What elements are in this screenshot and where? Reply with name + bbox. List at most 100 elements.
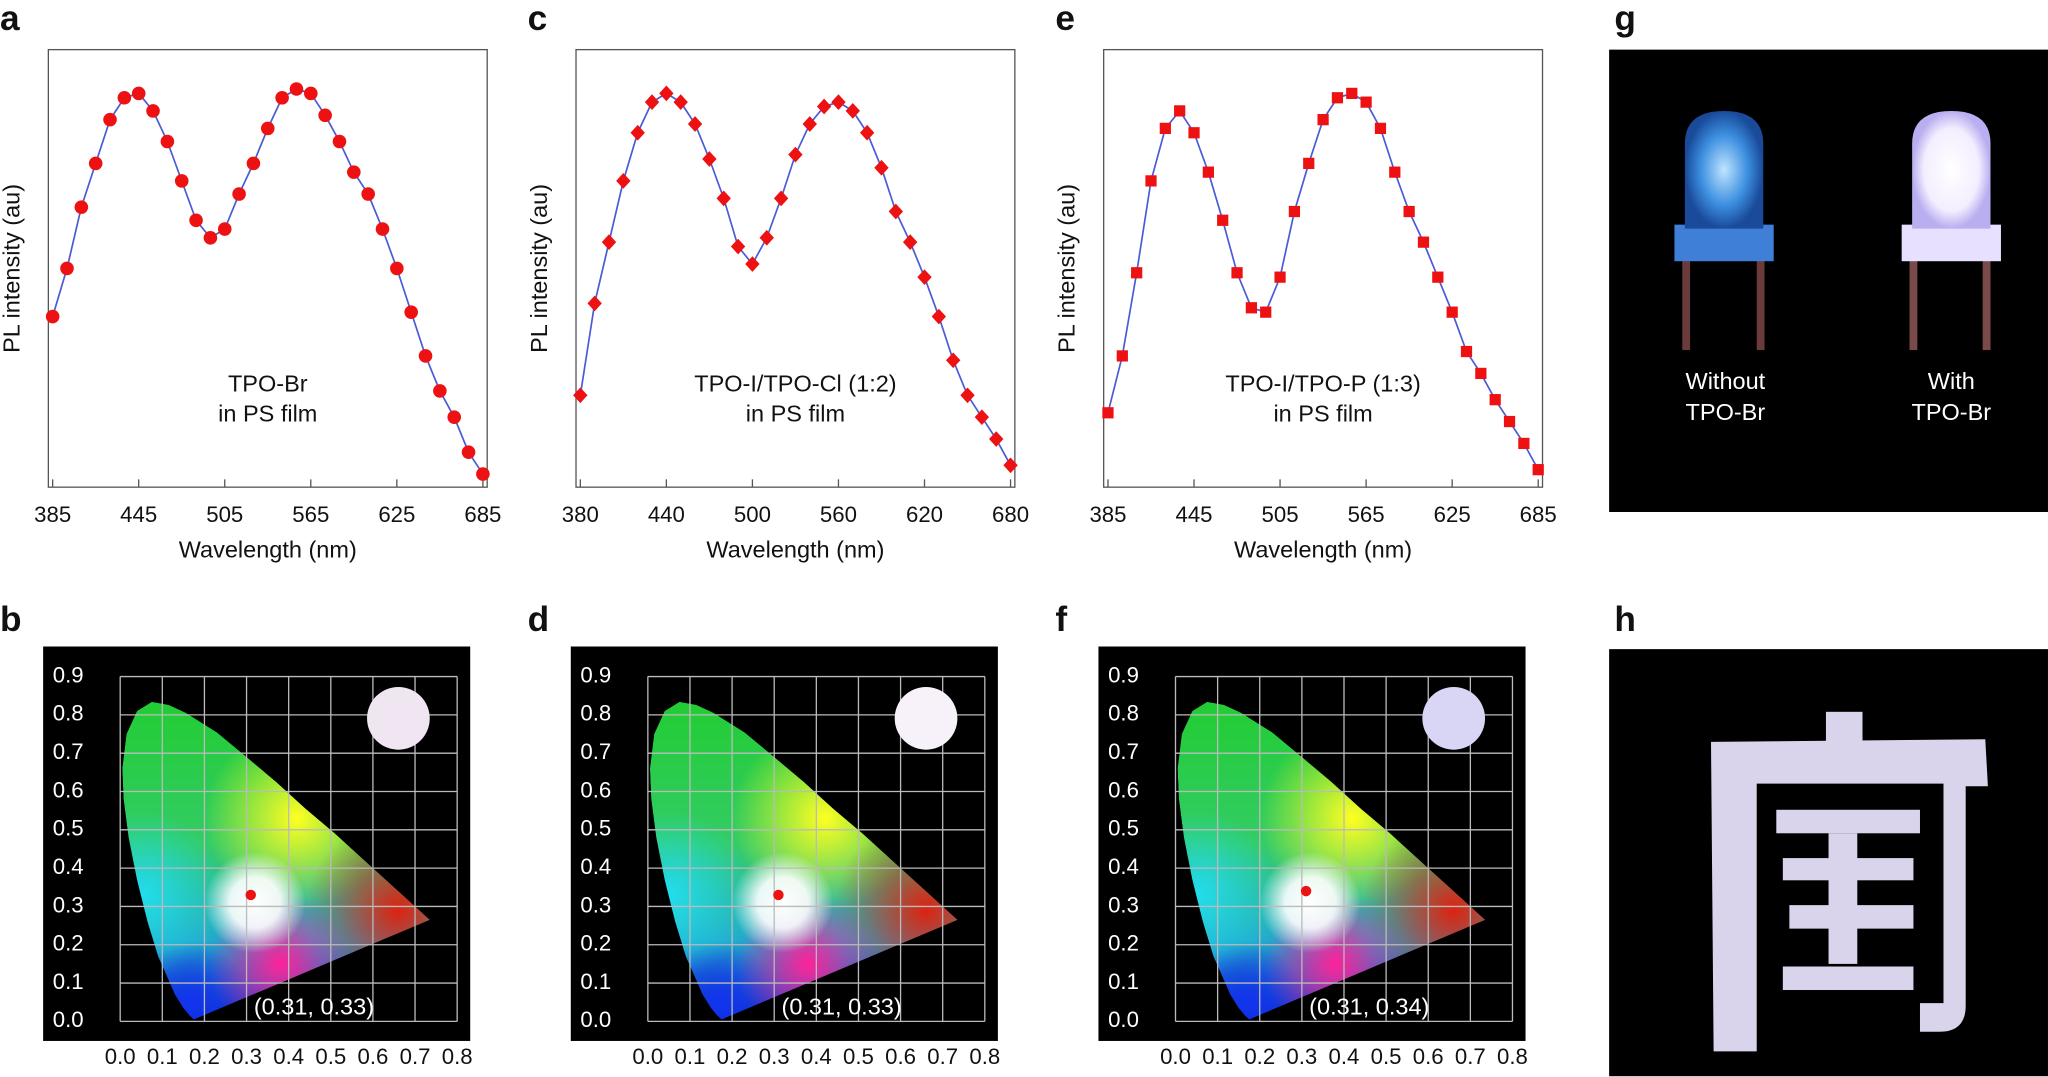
x-tick-label: 0.4 bbox=[1329, 1044, 1360, 1069]
annotation: in PS film bbox=[1273, 401, 1372, 427]
sample-inset bbox=[1422, 687, 1486, 750]
y-tick-label: 0.2 bbox=[1108, 931, 1139, 956]
y-tick-label: 0.7 bbox=[580, 739, 611, 764]
marker bbox=[630, 124, 645, 141]
marker bbox=[989, 431, 1004, 447]
x-tick-label: 0.0 bbox=[105, 1044, 136, 1069]
x-tick-label: 560 bbox=[820, 502, 857, 527]
x-tick-label: 445 bbox=[120, 502, 157, 527]
marker bbox=[189, 213, 203, 228]
x-axis-label: Wavelength (nm) bbox=[1234, 536, 1412, 562]
marker bbox=[917, 269, 932, 285]
x-tick-label: 625 bbox=[378, 502, 415, 527]
x-tick-label: 0.2 bbox=[189, 1044, 220, 1069]
y-axis-label: PL intensity (au) bbox=[526, 184, 552, 353]
marker bbox=[845, 103, 860, 119]
marker bbox=[304, 86, 318, 101]
x-tick-label: 0.1 bbox=[675, 1044, 706, 1069]
annotation: in PS film bbox=[746, 401, 845, 427]
marker bbox=[74, 200, 89, 214]
panel-letter: c bbox=[528, 0, 548, 38]
marker bbox=[1331, 92, 1344, 104]
marker bbox=[1231, 267, 1243, 279]
marker bbox=[203, 230, 218, 245]
x-axis-label: Wavelength (nm) bbox=[706, 536, 884, 562]
x-tick-label: 505 bbox=[1262, 502, 1299, 527]
caption: Without bbox=[1686, 368, 1766, 394]
marker bbox=[802, 116, 817, 132]
x-tick-label: 685 bbox=[464, 502, 501, 527]
x-tick-label: 0.6 bbox=[357, 1044, 388, 1069]
marker bbox=[1303, 157, 1315, 170]
x-tick-label: 0.5 bbox=[1371, 1044, 1402, 1069]
marker bbox=[174, 174, 189, 188]
x-tick-label: 0.5 bbox=[315, 1044, 346, 1069]
point bbox=[245, 889, 256, 901]
x-tick-label: 625 bbox=[1434, 502, 1471, 527]
plot-frame bbox=[575, 48, 1016, 488]
marker bbox=[447, 410, 462, 424]
marker bbox=[461, 445, 476, 459]
x-tick-label: 680 bbox=[992, 502, 1029, 527]
marker bbox=[1417, 236, 1430, 248]
panel-letter: d bbox=[528, 600, 550, 639]
annotation: (0.31, 0.34) bbox=[1309, 994, 1429, 1020]
marker bbox=[601, 234, 617, 250]
marker bbox=[390, 261, 404, 276]
marker bbox=[1131, 267, 1143, 279]
x-tick-label: 380 bbox=[562, 502, 599, 527]
marker bbox=[1159, 122, 1171, 135]
marker bbox=[1288, 205, 1301, 218]
marker bbox=[103, 112, 117, 127]
y-tick-label: 0.5 bbox=[580, 816, 611, 841]
y-tick-label: 0.4 bbox=[580, 854, 611, 879]
x-tick-label: 0.2 bbox=[1244, 1044, 1275, 1069]
sample-inset bbox=[367, 687, 430, 750]
marker bbox=[1003, 457, 1018, 474]
marker bbox=[117, 90, 132, 105]
y-tick-label: 0.1 bbox=[580, 969, 611, 994]
marker bbox=[687, 116, 703, 132]
panel-letter: a bbox=[0, 0, 20, 38]
y-axis-label: PL intensity (au) bbox=[0, 184, 24, 353]
marker bbox=[1489, 394, 1501, 406]
caption: TPO-Br bbox=[1912, 399, 1992, 425]
marker bbox=[1475, 367, 1487, 380]
y-tick-label: 0.1 bbox=[53, 969, 84, 994]
panel-letter: g bbox=[1614, 0, 1636, 38]
y-tick-label: 0.7 bbox=[1108, 739, 1139, 764]
marker bbox=[616, 173, 631, 189]
x-tick-label: 620 bbox=[906, 502, 943, 527]
y-tick-label: 0.0 bbox=[53, 1007, 84, 1032]
marker bbox=[946, 352, 961, 369]
marker bbox=[232, 187, 246, 201]
x-tick-label: 0.0 bbox=[632, 1044, 663, 1069]
x-tick-label: 685 bbox=[1520, 502, 1557, 527]
annotation: TPO-I/TPO-P (1:3) bbox=[1225, 370, 1420, 396]
point bbox=[773, 889, 784, 901]
x-tick-label: 0.7 bbox=[400, 1044, 431, 1069]
x-tick-label: 505 bbox=[206, 502, 243, 527]
caption: TPO-Br bbox=[1686, 399, 1766, 425]
annotation: (0.31, 0.33) bbox=[254, 994, 374, 1020]
marker bbox=[1389, 166, 1401, 178]
led-white bbox=[1901, 111, 2001, 351]
marker bbox=[673, 94, 688, 110]
marker bbox=[773, 190, 789, 207]
x-tick-label: 385 bbox=[1089, 502, 1126, 527]
marker bbox=[476, 467, 490, 481]
marker bbox=[1432, 271, 1444, 283]
marker bbox=[1274, 271, 1286, 283]
cie-diagram bbox=[649, 701, 958, 1020]
x-tick-label: 0.1 bbox=[147, 1044, 178, 1069]
color-blob bbox=[649, 810, 754, 980]
color-blob bbox=[122, 810, 226, 980]
marker bbox=[1446, 306, 1458, 318]
marker bbox=[260, 121, 275, 136]
marker bbox=[1174, 105, 1186, 117]
sample-inset bbox=[894, 687, 958, 750]
x-tick-label: 0.7 bbox=[927, 1044, 958, 1069]
annotation: TPO-I/TPO-Cl (1:2) bbox=[694, 370, 896, 396]
marker bbox=[587, 295, 602, 312]
